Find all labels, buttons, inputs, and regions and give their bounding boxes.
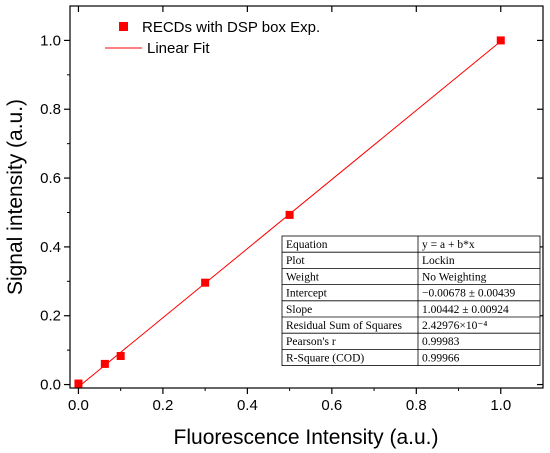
x-tick-label: 0.4	[237, 397, 258, 414]
legend-marker-square	[119, 22, 128, 31]
y-tick-label: 0.6	[40, 170, 61, 187]
table-cell-label: Slope	[286, 304, 312, 316]
table-cell-value: Lockin	[422, 255, 455, 267]
plot-frame	[69, 5, 544, 389]
x-axis-ticks: 0.0 0.2 0.4 0.6 0.8 1.0	[68, 6, 511, 414]
y-tick-label: 0.8	[40, 101, 61, 118]
x-axis-title: Fluorescence Intensity (a.u.)	[174, 426, 439, 449]
data-point	[201, 278, 210, 287]
table-cell-value: 0.99983	[422, 336, 460, 348]
table-cell-value: 2.42976×10⁻⁴	[422, 320, 487, 332]
legend-label-experimental: RECDs with DSP box Exp.	[142, 19, 320, 36]
table-cell-label: Equation	[286, 239, 328, 251]
table-cell-value: y = a + b*x	[422, 239, 475, 251]
x-tick-label: 0.2	[152, 397, 173, 414]
table-cell-value: 1.00442 ± 0.00924	[422, 304, 509, 316]
data-point	[285, 210, 294, 219]
table-cell-label: R-Square (COD)	[286, 352, 364, 364]
table-cell-label: Weight	[286, 271, 320, 283]
table-cell-label: Plot	[286, 255, 305, 267]
fit-statistics-table: Equation y = a + b*x Plot Lockin Weight No We…	[281, 235, 541, 367]
y-axis-ticks: 0.0 0.2 0.4 0.6 0.8 1.0	[40, 32, 543, 394]
data-point	[100, 359, 109, 368]
legend: RECDs with DSP box Exp. Linear Fit	[105, 19, 320, 57]
y-tick-label: 0.0	[40, 377, 61, 394]
table-cell-value: −0.00678 ± 0.00439	[422, 288, 516, 300]
data-point	[74, 379, 83, 388]
y-tick-label: 1.0	[40, 32, 61, 49]
table-cell-label: Intercept	[286, 288, 328, 300]
x-tick-label: 0.0	[68, 397, 89, 414]
data-point	[116, 351, 125, 360]
y-axis-title: Signal intensity (a.u.)	[4, 99, 27, 295]
x-tick-label: 0.8	[406, 397, 427, 414]
data-points-layer	[74, 36, 505, 388]
x-tick-label: 1.0	[490, 397, 511, 414]
table-cell-value: 0.99966	[422, 352, 460, 364]
x-tick-label: 0.6	[321, 397, 342, 414]
data-point	[496, 36, 505, 45]
legend-label-fit: Linear Fit	[147, 40, 210, 57]
y-tick-label: 0.4	[40, 239, 61, 256]
table-cell-label: Residual Sum of Squares	[286, 320, 402, 332]
y-tick-label: 0.2	[40, 308, 61, 325]
table-cell-label: Pearson's r	[286, 336, 336, 348]
table-cell-value: No Weighting	[422, 271, 487, 283]
